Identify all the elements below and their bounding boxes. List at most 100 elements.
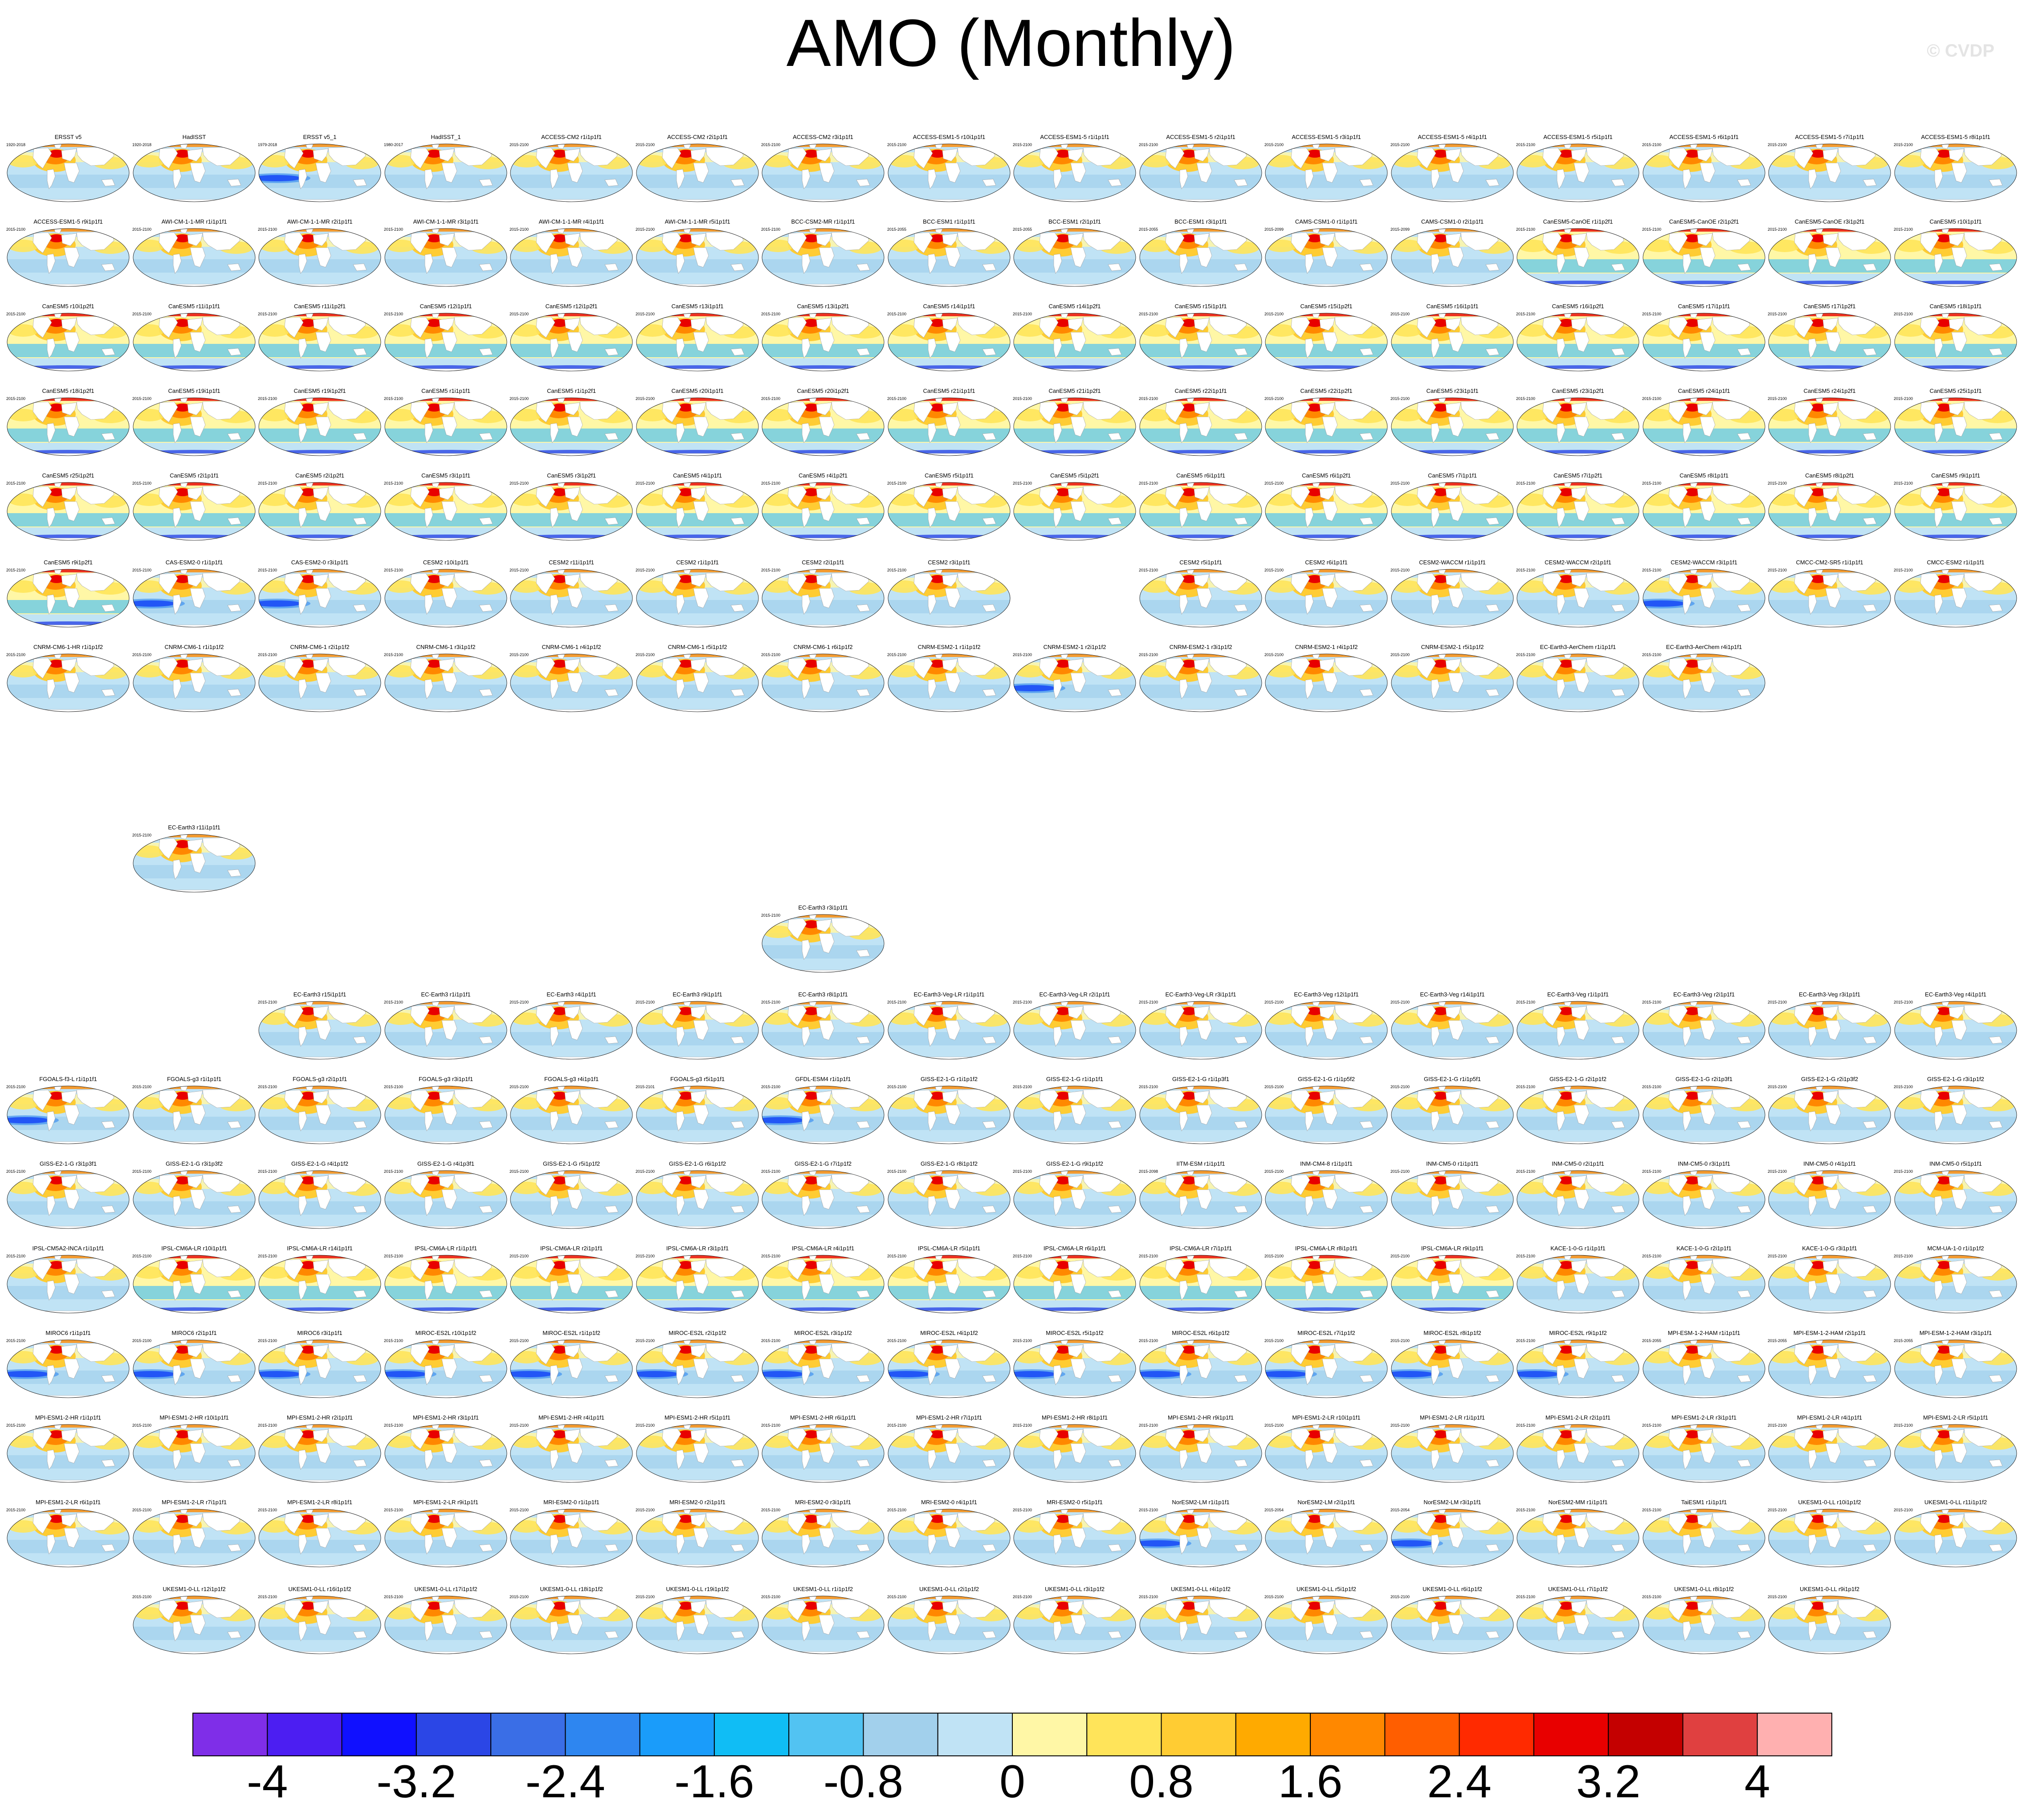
world-map-icon [7, 143, 130, 202]
panel-years: 2015-2100 [761, 1338, 781, 1343]
map-panel: UKESM1-0-LL r9i1p1f2 2015-2100 [1767, 1586, 1892, 1670]
map-panel: MPI-ESM1-2-LR r8i1p1f1 2015-2100 [257, 1499, 383, 1583]
world-map-icon [1139, 1001, 1262, 1060]
panel-title: MRI-ESM2-0 r5i1p1f1 [1047, 1499, 1103, 1506]
panel-title: GISS-E2-1-G r3i1p3f2 [166, 1160, 223, 1167]
panel-title: UKESM1-0-LL r17i1p1f2 [414, 1586, 477, 1592]
world-map-icon [762, 228, 885, 287]
world-map-icon [1643, 1339, 1765, 1398]
colorbar-tick-label: -2.4 [525, 1756, 605, 1808]
panel-years: 2015-2100 [510, 1423, 529, 1428]
panel-years: 2015-2100 [636, 1423, 655, 1428]
panel-years: 2015-2100 [1013, 396, 1032, 401]
map-panel: MRI-ESM2-0 r1i1p1f1 2015-2100 [509, 1499, 634, 1583]
panel-title: CanESM5 r20i1p1f1 [671, 388, 724, 394]
world-map-icon [1013, 228, 1136, 287]
panel-title: CanESM5 r23i1p2f1 [1552, 388, 1604, 394]
world-map-icon [1139, 397, 1262, 456]
panel-years: 2015-2100 [1516, 653, 1536, 657]
panel-title: UKESM1-0-LL r6i1p1f2 [1423, 1586, 1482, 1592]
panel-title: EC-Earth3 r1i1p1f1 [421, 991, 471, 998]
panel-years: 2015-2100 [258, 481, 277, 486]
map-panel: GISS-E2-1-G r7i1p1f2 2015-2100 [760, 1160, 886, 1245]
world-map-icon [1643, 1085, 1765, 1144]
world-map-icon [1013, 1424, 1136, 1483]
panel-title: CNRM-ESM2-1 r4i1p1f2 [1295, 644, 1358, 650]
panel-years: 2015-2100 [636, 396, 655, 401]
panel-years: 2015-2100 [1390, 1000, 1410, 1004]
map-panel: MCM-UA-1-0 r1i1p1f2 2015-2100 [1893, 1245, 2018, 1330]
panel-title: CESM2 r1i1p1f1 [676, 559, 719, 566]
panel-title: INM-CM5-0 r1i1p1f1 [1426, 1160, 1479, 1167]
panel-years: 2015-2100 [6, 568, 26, 572]
panel-title: IPSL-CM6A-LR r9i1p1f1 [1421, 1245, 1484, 1252]
world-map-icon [7, 1085, 130, 1144]
map-panel: MIROC6 r2i1p1f1 2015-2100 [131, 1330, 257, 1414]
world-map-icon [1013, 1001, 1136, 1060]
world-map-icon [1391, 397, 1514, 456]
panel-years: 2015-2100 [384, 1254, 404, 1258]
panel-years: 2015-2101 [636, 1085, 655, 1089]
world-map-icon [1139, 228, 1262, 287]
world-map-icon [258, 313, 381, 371]
panel-years: 2015-2100 [6, 312, 26, 316]
panel-years: 2015-2100 [1139, 396, 1158, 401]
panel-title: EC-Earth3-Veg-LR r2i1p1f1 [1039, 991, 1110, 998]
colorbar-tick-label: -1.6 [674, 1756, 754, 1808]
world-map-icon [1894, 1509, 2017, 1567]
panel-title: GISS-E2-1-G r6i1p1f2 [669, 1160, 726, 1167]
map-panel: IPSL-CM6A-LR r10i1p1f1 2015-2100 [131, 1245, 257, 1330]
map-panel: MIROC6 r3i1p1f1 2015-2100 [257, 1330, 383, 1414]
map-panel: CanESM5 r11i1p2f1 2015-2100 [257, 303, 383, 388]
panel-title: EC-Earth3-Veg-LR r3i1p1f1 [1165, 991, 1236, 998]
map-panel: CanESM5 r2i1p1f1 2015-2100 [131, 472, 257, 557]
panel-years: 2015-2100 [1768, 1254, 1787, 1258]
panel-years: 2015-2100 [384, 1508, 404, 1512]
panel-years: 2015-2100 [510, 396, 529, 401]
map-panel: ACCESS-ESM1-5 r5i1p1f1 2015-2100 [1515, 134, 1641, 218]
panel-years: 2015-2100 [1894, 1085, 1913, 1089]
panel-years: 2015-2100 [1139, 1085, 1158, 1089]
colorbar-swatch [1608, 1713, 1684, 1756]
map-panel: MPI-ESM1-2-LR r2i1p1f1 2015-2100 [1515, 1414, 1641, 1499]
panel-years: 2015-2100 [887, 1000, 907, 1004]
world-map-icon [133, 313, 256, 371]
colorbar-swatch [1757, 1713, 1832, 1756]
panel-title: GISS-E2-1-G r2i1p1f2 [1549, 1076, 1606, 1082]
panel-years: 2015-2100 [887, 481, 907, 486]
panel-years: 2015-2100 [636, 1000, 655, 1004]
panel-years: 2015-2100 [887, 653, 907, 657]
panel-title: CanESM5 r25i1p2f1 [42, 472, 94, 479]
panel-title: CanESM5 r6i1p1f1 [1176, 472, 1225, 479]
panel-years: 2015-2100 [1894, 227, 1913, 232]
panel-years: 2015-2100 [1768, 568, 1787, 572]
panel-title: CanESM5 r7i1p1f1 [1428, 472, 1477, 479]
panel-title: MRI-ESM2-0 r4i1p1f1 [921, 1499, 977, 1506]
map-panel: UKESM1-0-LL r4i1p1f2 2015-2100 [1138, 1586, 1264, 1670]
panel-years: 2015-2100 [258, 1254, 277, 1258]
world-map-icon [258, 1170, 381, 1229]
map-panel: CanESM5 r5i1p2f1 2015-2100 [1012, 472, 1137, 557]
panel-years: 2015-2100 [1768, 1000, 1787, 1004]
panel-years: 2015-2100 [1390, 396, 1410, 401]
panel-title: EC-Earth3-Veg r2i1p1f1 [1673, 991, 1735, 998]
panel-title: IPSL-CM6A-LR r1i1p1f1 [414, 1245, 477, 1252]
world-map-icon [384, 228, 507, 287]
panel-title: EC-Earth3 r8i1p1f1 [798, 991, 848, 998]
map-panel: GISS-E2-1-G r8i1p1f2 2015-2100 [886, 1160, 1012, 1245]
panel-years: 2015-2100 [1516, 1085, 1536, 1089]
map-panel: CNRM-CM6-1 r3i1p1f2 2015-2100 [383, 644, 509, 728]
world-map-icon [1265, 1424, 1388, 1483]
panel-years: 2015-2098 [1139, 1169, 1158, 1174]
world-map-icon [258, 1596, 381, 1654]
map-panel: CESM2-WACCM r3i1p1f1 2015-2100 [1641, 559, 1767, 644]
map-panel: MIROC-ES2L r8i1p1f2 2015-2100 [1390, 1330, 1515, 1414]
world-map-icon [133, 1170, 256, 1229]
world-map-icon [1516, 653, 1639, 712]
panel-title: UKESM1-0-LL r16i1p1f2 [288, 1586, 351, 1592]
panel-title: CanESM5 r13i1p2f1 [797, 303, 849, 310]
panel-years: 2015-2100 [636, 143, 655, 147]
panel-years: 2015-2100 [132, 1085, 152, 1089]
panel-years: 2015-2100 [384, 396, 404, 401]
panel-title: INM-CM5-0 r2i1p1f1 [1552, 1160, 1604, 1167]
